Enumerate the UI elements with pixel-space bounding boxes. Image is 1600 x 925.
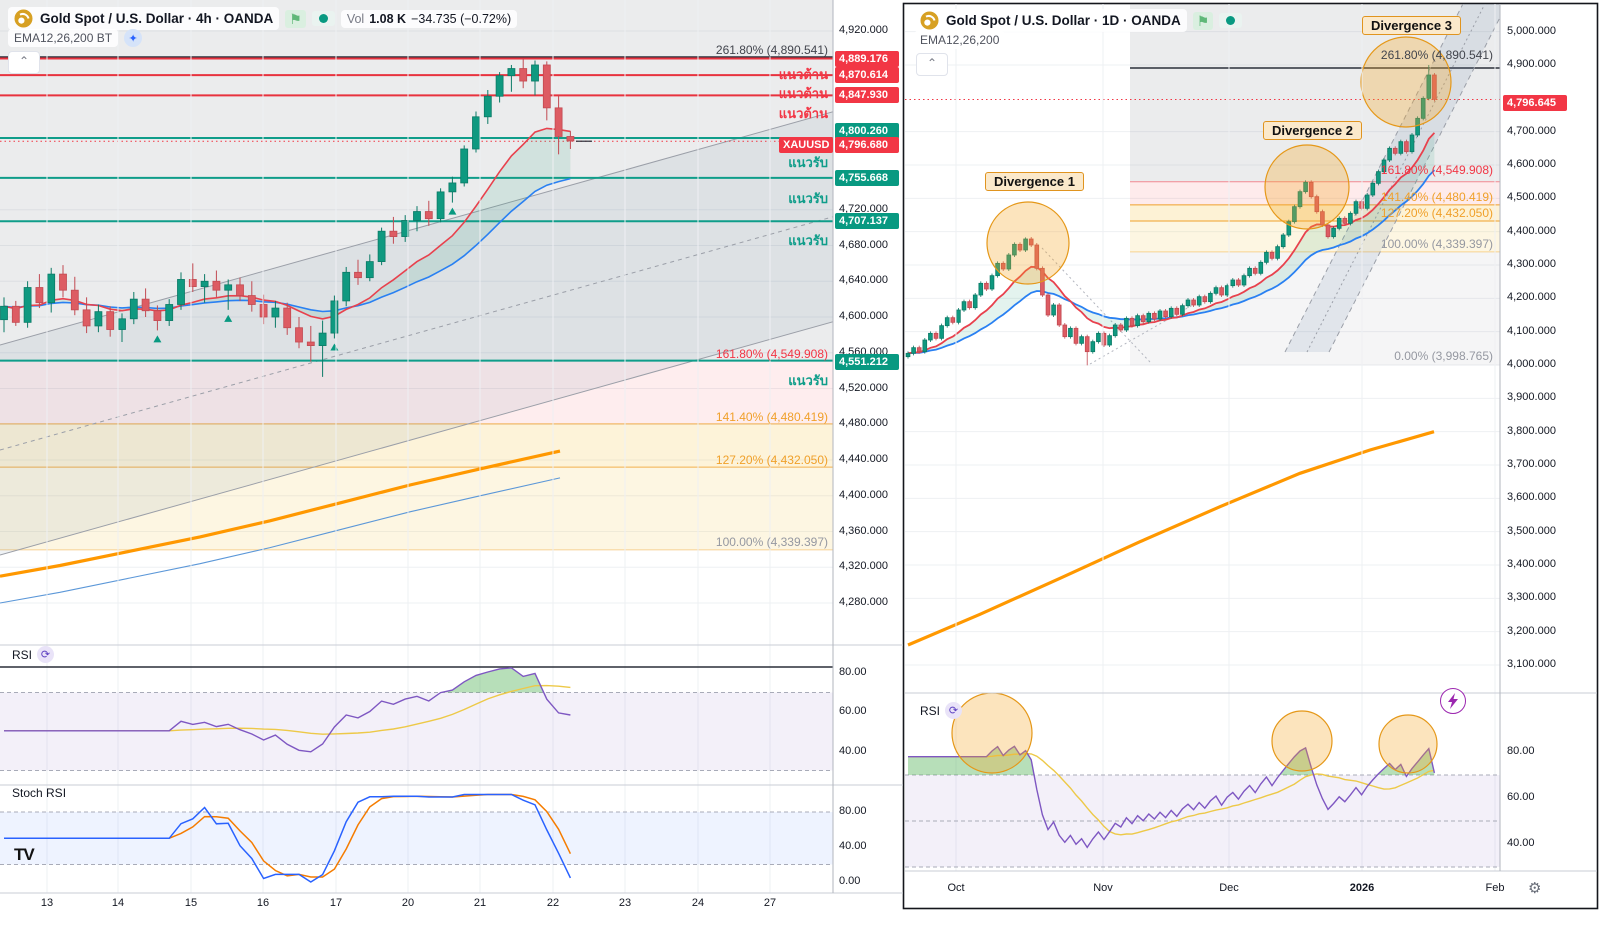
stoch-rsi-label: Stoch RSI bbox=[12, 786, 67, 800]
refresh-icon[interactable]: ⟳ bbox=[945, 702, 963, 719]
right-symbol-pill[interactable]: Gold Spot / U.S. Dollar · 1D · OANDA bbox=[914, 9, 1187, 32]
right-collapse-button[interactable]: ⌃ bbox=[916, 53, 948, 76]
flag-icon[interactable]: ⚑ bbox=[1192, 11, 1214, 30]
rsi-label: RSI bbox=[12, 647, 33, 662]
right-ema-label[interactable]: EMA12,26,200 bbox=[920, 33, 1000, 47]
oanda-logo bbox=[14, 9, 33, 28]
status-dot-icon bbox=[1226, 16, 1236, 25]
right-symbol-title[interactable]: Gold Spot / U.S. Dollar · 1D · OANDA bbox=[946, 13, 1181, 28]
right-symbol-legend[interactable]: Gold Spot / U.S. Dollar · 1D · OANDA ⚑ bbox=[914, 9, 1243, 32]
right-indicator-legend[interactable]: EMA12,26,200 bbox=[914, 31, 1006, 49]
lightning-icon[interactable] bbox=[1440, 688, 1466, 714]
gear-icon[interactable]: ⚙ bbox=[1528, 880, 1542, 897]
sparkle-icon[interactable]: ✦ bbox=[124, 29, 143, 47]
left-symbol-title[interactable]: Gold Spot / U.S. Dollar · 4h · OANDA bbox=[40, 11, 274, 26]
lightning-bolt-glyph bbox=[1448, 693, 1458, 709]
left-indicator-legend[interactable]: EMA12,26,200 BT ✦ bbox=[8, 29, 143, 47]
refresh-icon[interactable]: ⟳ bbox=[37, 646, 55, 663]
left-ema-label[interactable]: EMA12,26,200 BT bbox=[14, 31, 113, 45]
status-dot-icon bbox=[318, 14, 328, 23]
left-stoch-pane-label[interactable]: Stoch RSI bbox=[12, 786, 66, 800]
rsi-label: RSI bbox=[920, 703, 941, 718]
price-change: −34.735 (−0.72%) bbox=[411, 11, 512, 26]
right-rsi-pane-label[interactable]: RSI ⟳ bbox=[920, 702, 963, 719]
market-status-dot[interactable] bbox=[1219, 13, 1243, 28]
left-symbol-legend[interactable]: Gold Spot / U.S. Dollar · 4h · OANDA ⚑ V… bbox=[8, 7, 518, 30]
volume-value: 1.08 K bbox=[369, 11, 407, 26]
left-rsi-pane-label[interactable]: RSI ⟳ bbox=[12, 646, 55, 663]
left-collapse-button[interactable]: ⌃ bbox=[8, 51, 40, 74]
left-symbol-pill[interactable]: Gold Spot / U.S. Dollar · 4h · OANDA bbox=[8, 7, 280, 30]
oanda-logo bbox=[920, 11, 939, 30]
flag-icon[interactable]: ⚑ bbox=[285, 9, 306, 28]
tradingview-logo[interactable]: TV bbox=[14, 845, 35, 864]
volume-stats: Vol 1.08 K −34.735 (−0.72%) bbox=[340, 9, 518, 28]
symbol-price-tag: XAUUSD bbox=[779, 137, 834, 153]
volume-label: Vol bbox=[346, 11, 365, 26]
market-status-dot[interactable] bbox=[311, 11, 335, 26]
